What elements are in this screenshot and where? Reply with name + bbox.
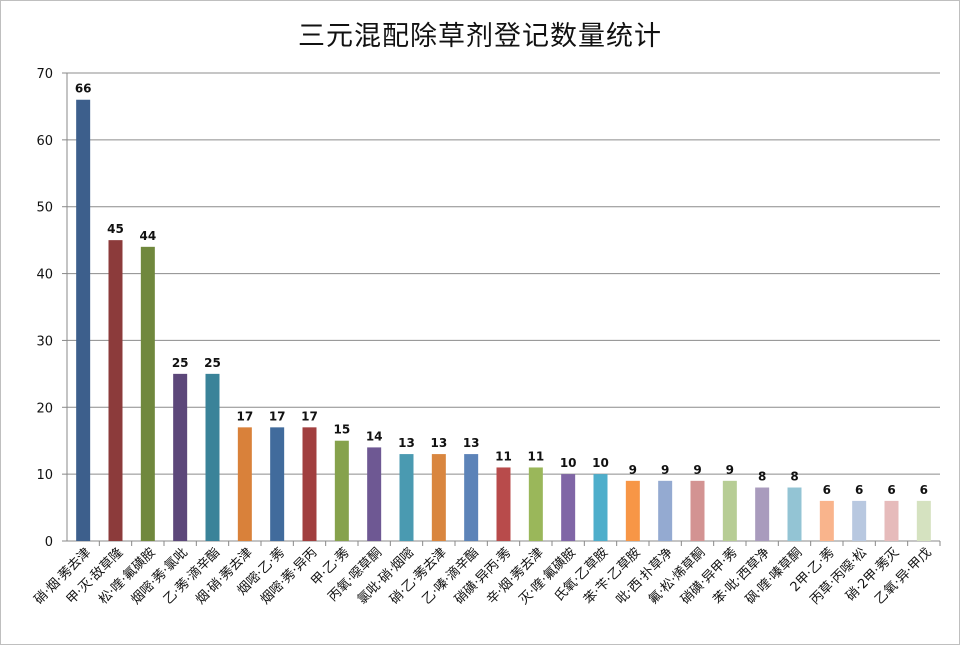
bar <box>819 500 834 541</box>
bar <box>625 480 640 541</box>
bar <box>173 373 188 541</box>
bar <box>884 500 899 541</box>
data-label: 6 <box>887 483 895 497</box>
y-tick-label: 40 <box>36 268 53 283</box>
data-label: 11 <box>527 449 544 463</box>
data-label: 14 <box>366 429 383 443</box>
bar <box>464 454 479 541</box>
y-tick-label: 70 <box>36 67 53 82</box>
y-tick-label: 60 <box>36 134 53 149</box>
bar <box>140 246 155 542</box>
bar <box>270 427 285 541</box>
data-label: 8 <box>790 470 798 484</box>
data-label: 66 <box>75 82 92 96</box>
bar <box>593 474 608 541</box>
bar <box>431 454 446 541</box>
data-label: 25 <box>172 356 189 370</box>
data-label: 6 <box>920 483 928 497</box>
data-label: 45 <box>107 222 124 236</box>
bar <box>496 467 511 541</box>
bar <box>399 454 414 541</box>
y-tick-label: 10 <box>36 468 53 483</box>
data-label: 10 <box>592 456 609 470</box>
bar <box>755 487 770 541</box>
bar <box>690 480 705 541</box>
data-label: 25 <box>204 356 221 370</box>
data-label: 17 <box>269 409 286 423</box>
data-label: 17 <box>236 409 253 423</box>
bar <box>787 487 802 541</box>
data-label: 9 <box>726 463 734 477</box>
bar <box>237 427 252 541</box>
data-label: 13 <box>463 436 480 450</box>
data-label: 8 <box>758 470 766 484</box>
data-label: 10 <box>560 456 577 470</box>
data-label: 13 <box>430 436 447 450</box>
bar <box>302 427 317 541</box>
data-label: 13 <box>398 436 415 450</box>
bar <box>76 99 91 541</box>
bar <box>334 440 349 541</box>
data-label: 9 <box>693 463 701 477</box>
y-tick-label: 30 <box>36 334 53 349</box>
bar <box>916 500 931 541</box>
category-labels: 硝·烟·莠去津甲·灭·敌草隆松·喹·氟磺胺烟嘧·莠·氯吡乙·莠·滴辛酯烟·硝·莠… <box>32 541 941 608</box>
bar <box>561 474 576 541</box>
data-label: 6 <box>855 483 863 497</box>
bar <box>108 240 123 541</box>
bar <box>528 467 543 541</box>
data-label: 11 <box>495 449 512 463</box>
chart-title: 三元混配除草剂登记数量统计 <box>298 21 662 52</box>
data-label: 9 <box>661 463 669 477</box>
bar <box>205 373 220 541</box>
bar <box>852 500 867 541</box>
bars <box>76 99 931 542</box>
data-label: 9 <box>629 463 637 477</box>
data-label: 44 <box>139 229 156 243</box>
bar <box>722 480 737 541</box>
bar <box>658 480 673 541</box>
bar <box>367 447 382 541</box>
data-label: 15 <box>333 423 350 437</box>
y-axis: 0 10 20 30 40 50 60 70 <box>36 67 68 550</box>
y-tick-label: 20 <box>36 401 53 416</box>
data-label: 17 <box>301 409 318 423</box>
y-tick-label: 50 <box>36 201 53 216</box>
data-label: 6 <box>823 483 831 497</box>
y-tick-label: 0 <box>45 535 53 550</box>
